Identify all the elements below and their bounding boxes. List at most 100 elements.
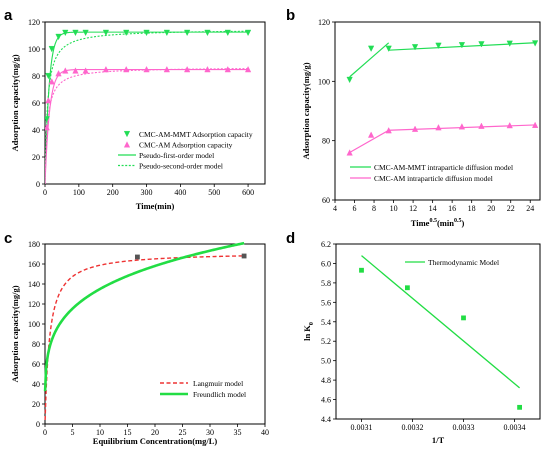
panel-a: a 0 100 200 300 400 500 600 0 20 40 60 80 100 120 Time(…	[4, 7, 266, 211]
x-tick-label: 200	[107, 188, 119, 197]
legend-marker	[123, 141, 131, 148]
x-tick-label: 18	[468, 204, 476, 213]
data-point	[62, 67, 69, 74]
x-tick-label: 0	[43, 428, 47, 437]
data-point	[435, 42, 442, 49]
x-tick-label: 4	[333, 204, 337, 213]
data-point	[367, 131, 375, 138]
y-tick-label: 100	[28, 45, 40, 54]
y-tick-label: 4.4	[321, 415, 331, 424]
x-tick-label: 20	[151, 428, 159, 437]
data-point	[45, 116, 50, 123]
y-tick-label: 5.8	[321, 279, 331, 288]
diffusion-fit-line	[349, 42, 390, 78]
data-point	[224, 29, 231, 37]
data-point	[102, 66, 110, 73]
y-tick-label: 4.8	[321, 376, 331, 385]
data-point	[367, 45, 375, 52]
data-point	[531, 40, 539, 47]
legend-label: Langmuir model	[193, 379, 243, 388]
y-tick-label: 5.6	[321, 298, 331, 307]
data-point	[82, 67, 89, 74]
data-point	[45, 97, 52, 104]
y-tick-label: 160	[28, 260, 40, 269]
legend: CMC-AM-MMT Adsorption capacity CMC-AM Ads…	[118, 130, 253, 171]
legend: Thermodynamic Model	[405, 258, 499, 267]
x-axis-title-part: Time	[411, 218, 430, 228]
x-tick-label: 22	[507, 204, 515, 213]
panel-d: d 0.0031 0.0032 0.0033 0.0034 4.4 4.6 4.8 5.0 5.2…	[286, 230, 541, 445]
y-tick-label: 80	[32, 72, 40, 81]
data-point	[411, 125, 419, 132]
y-tick-label: 140	[28, 280, 40, 289]
x-tick-label: 600	[242, 188, 254, 197]
x-axis-title: 1/T	[432, 435, 445, 445]
x-tick-label: 20	[487, 204, 495, 213]
y-tick-label: 6.0	[321, 259, 331, 268]
data-point	[244, 29, 252, 37]
panel-label: c	[4, 230, 12, 247]
data-point	[461, 315, 466, 321]
data-point	[405, 285, 410, 291]
x-tick-label: 12	[409, 204, 417, 213]
plot-area	[45, 29, 252, 184]
data-point	[143, 29, 150, 37]
pso-fit-line	[45, 30, 249, 184]
x-axis-title-part: (min	[437, 218, 454, 228]
x-tick-label: 24	[526, 204, 534, 213]
x-axis-title: Time0.5(min0.5)	[411, 218, 465, 228]
x-axis-title-part: 0.5	[454, 218, 462, 224]
legend-label: Freundlich model	[193, 390, 246, 399]
y-tick-label: 20	[32, 400, 40, 409]
y-tick-label: 120	[318, 18, 330, 27]
y-tick-label: 40	[32, 126, 40, 135]
data-point	[359, 267, 364, 273]
x-tick-label: 16	[448, 204, 456, 213]
y-tick-label: 100	[28, 320, 40, 329]
legend-label: CMC-AM intraparticle diffusion model	[374, 174, 493, 183]
x-axis-title-part: 0.5	[429, 218, 437, 224]
legend-label: CMC-AM-MMT intraparticle diffusion model	[374, 163, 513, 172]
y-tick-label: 80	[322, 137, 330, 146]
x-tick-label: 25	[179, 428, 187, 437]
data-point	[163, 66, 170, 73]
y-tick-label: 60	[322, 196, 330, 205]
legend-label: Pseudo-first-order model	[139, 151, 214, 160]
y-tick-label: 80	[32, 340, 40, 349]
x-axis-title: Equilibrium Concentration(mg/L)	[93, 436, 218, 446]
data-point	[435, 124, 442, 131]
x-tick-label: 6	[353, 204, 357, 213]
data-point	[55, 70, 62, 77]
data-point	[506, 40, 513, 47]
data-point	[163, 29, 170, 37]
data-point	[55, 33, 62, 41]
thermodynamic-fit-line	[361, 255, 521, 389]
y-axis-title: Adsorption capacity(mg/g)	[301, 62, 311, 159]
x-tick-label: 0.0034	[504, 423, 526, 432]
y-tick-label: 5.0	[321, 357, 331, 366]
data-point	[82, 29, 89, 37]
data-point	[241, 253, 247, 259]
data-point	[385, 127, 392, 134]
x-tick-label: 0.0032	[402, 423, 424, 432]
data-point	[48, 46, 55, 53]
y-axis-title: ln K0	[302, 322, 315, 341]
data-point	[123, 29, 130, 37]
data-point	[45, 72, 52, 80]
x-tick-label: 10	[390, 204, 398, 213]
data-point	[204, 66, 211, 73]
y-tick-label: 4.6	[321, 396, 331, 405]
data-point	[48, 78, 55, 85]
x-tick-label: 0	[43, 188, 47, 197]
x-tick-label: 10	[96, 428, 104, 437]
y-axis-title-subscript: 0	[309, 322, 315, 325]
x-tick-label: 35	[234, 428, 242, 437]
panel-label: a	[4, 7, 13, 24]
data-point	[346, 76, 353, 84]
x-tick-label: 5	[71, 428, 75, 437]
data-point	[143, 66, 150, 73]
y-tick-label: 120	[28, 18, 40, 27]
panel-c: c 0 5 10 15 20 25 30 35 40 0 20 40 60 80 100 120 140 160 18…	[4, 230, 269, 446]
x-tick-label: 30	[206, 428, 214, 437]
